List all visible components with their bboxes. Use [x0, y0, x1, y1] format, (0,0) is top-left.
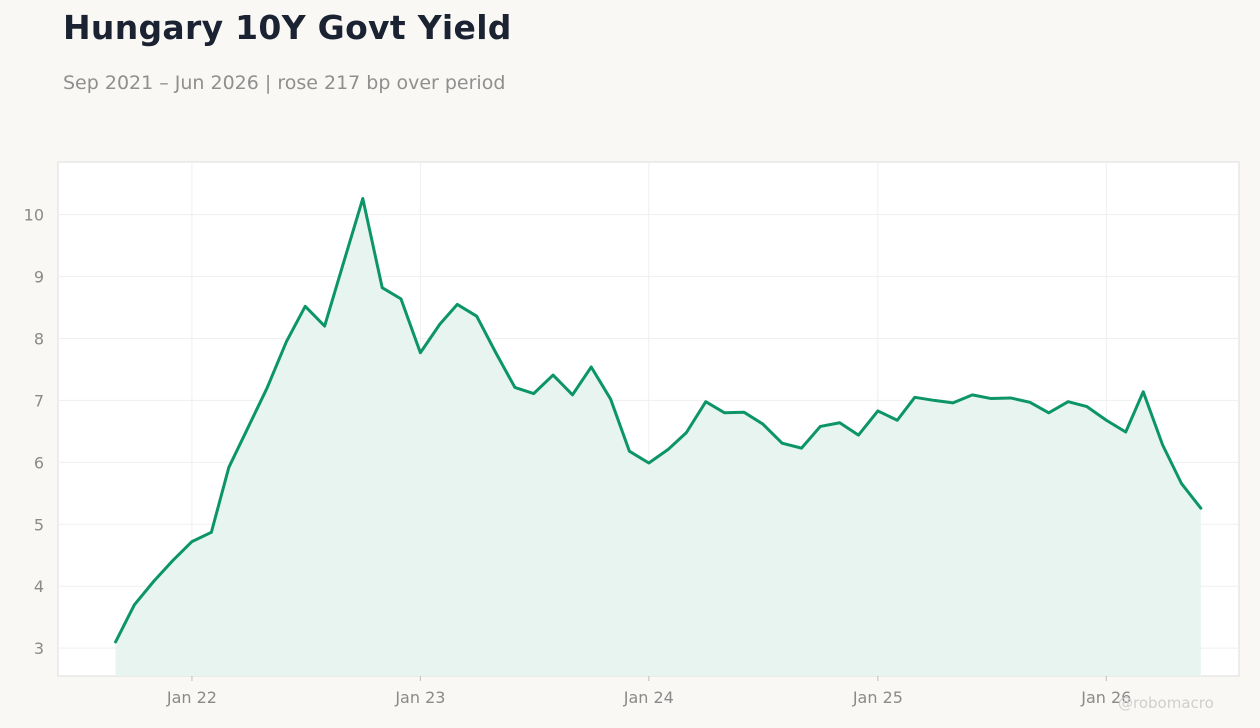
x-tick-label: Jan 22	[166, 688, 217, 707]
data-point	[1199, 506, 1203, 510]
data-point	[114, 640, 117, 644]
data-point	[933, 399, 936, 402]
data-point	[210, 531, 213, 534]
data-point	[551, 373, 555, 377]
data-point	[971, 393, 974, 397]
data-point	[361, 197, 364, 200]
y-tick-label: 3	[34, 639, 44, 658]
data-point	[419, 351, 422, 354]
data-point	[171, 559, 174, 563]
x-axis-tick-labels: Jan 22 Jan 23 Jan 24 Jan 25 Jan 26	[166, 688, 1131, 707]
data-point	[133, 603, 136, 606]
x-tick-label: Jan 23	[394, 688, 445, 707]
series-area-fill	[115, 198, 1201, 677]
data-point	[876, 409, 880, 413]
y-tick-label: 5	[34, 515, 44, 534]
data-point	[1142, 390, 1145, 393]
data-point	[1124, 430, 1127, 434]
data-point	[1066, 400, 1070, 403]
series-marks	[114, 197, 1203, 677]
data-point	[381, 286, 384, 289]
data-point	[532, 392, 535, 395]
data-point	[609, 397, 612, 401]
data-point	[780, 441, 784, 445]
data-point	[399, 297, 403, 301]
data-point	[857, 433, 860, 437]
y-tick-label: 10	[24, 206, 44, 225]
y-tick-label: 7	[34, 391, 44, 410]
data-point	[571, 393, 574, 397]
data-point	[1085, 405, 1089, 408]
data-point	[1028, 401, 1032, 404]
data-point	[513, 386, 517, 389]
data-point	[456, 303, 459, 306]
chart-subtitle: Sep 2021 – Jun 2026 | rose 217 bp over p…	[63, 72, 506, 94]
data-point	[342, 259, 346, 263]
x-tick-label: Jan 24	[623, 688, 674, 707]
data-point	[913, 396, 916, 399]
data-point	[761, 422, 764, 426]
data-point	[190, 540, 194, 543]
y-tick-label: 9	[34, 268, 44, 287]
data-point	[838, 421, 841, 424]
data-point	[1105, 419, 1108, 422]
y-tick-label: 4	[34, 577, 44, 596]
data-point	[951, 401, 955, 405]
data-point	[704, 400, 707, 403]
data-point	[800, 446, 803, 450]
watermark: @robomacro	[1118, 694, 1214, 712]
data-point	[628, 450, 631, 453]
data-point	[647, 461, 651, 465]
y-tick-label: 6	[34, 453, 44, 472]
x-tick-label: Jan 26	[1080, 688, 1131, 707]
data-point	[247, 425, 250, 429]
series-line	[114, 197, 1203, 644]
data-point	[685, 431, 688, 434]
data-point	[265, 386, 269, 390]
data-point	[989, 397, 993, 400]
data-point	[723, 411, 726, 415]
data-point	[742, 410, 746, 414]
x-tick-label: Jan 25	[852, 688, 903, 707]
data-point	[1009, 396, 1012, 400]
data-point	[819, 425, 822, 428]
data-point	[494, 350, 497, 354]
data-point	[304, 305, 307, 308]
data-point	[1161, 443, 1164, 447]
data-point	[590, 365, 593, 369]
data-point	[667, 448, 670, 451]
y-tick-label: 8	[34, 329, 44, 348]
data-point	[896, 419, 899, 422]
data-point	[1047, 411, 1050, 415]
data-point	[227, 466, 231, 469]
y-axis-tick-labels: 3 4 5 6 7 8 9 10	[24, 206, 44, 658]
data-point	[1180, 482, 1183, 485]
chart-title: Hungary 10Y Govt Yield	[63, 8, 512, 47]
data-point	[475, 315, 478, 318]
data-point	[285, 340, 288, 343]
data-point	[323, 324, 326, 328]
data-point	[438, 323, 441, 326]
data-point	[152, 580, 155, 583]
